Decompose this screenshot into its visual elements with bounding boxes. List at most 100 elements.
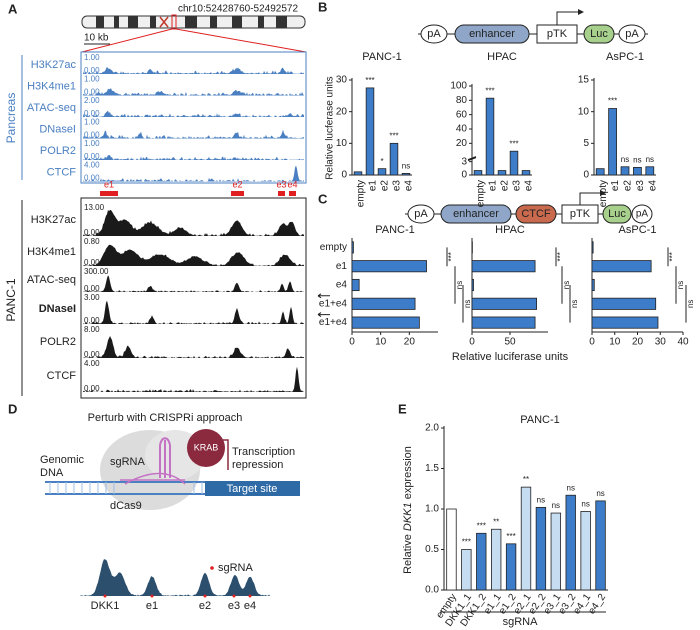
y-tick-label: e1+e4 [319, 298, 348, 309]
track-name: DNaseI [39, 303, 76, 315]
track-signal [83, 155, 304, 160]
sgrna-dot [203, 594, 207, 598]
x-tick-label: e4 [524, 180, 535, 192]
panel-label: B [318, 0, 327, 14]
track-min: 0.00 [84, 131, 100, 140]
bar [461, 549, 472, 591]
significance: *** [608, 97, 617, 106]
bar [645, 166, 655, 176]
y-tick-label: 15 [578, 75, 590, 86]
bar [505, 543, 517, 591]
bar [620, 166, 630, 176]
track-max: 300.00 [84, 267, 109, 276]
locus-title: chr10:52428760-52492572 [178, 4, 299, 15]
x-axis-label: Relative luciferase units [452, 351, 569, 363]
significance: ns [676, 281, 685, 289]
bar [471, 278, 474, 292]
significance: *** [485, 86, 494, 95]
y-tick-label: 30 [336, 75, 348, 86]
construct-label: pA [414, 208, 428, 220]
bar [550, 512, 561, 591]
dna-label: DNA [40, 467, 64, 479]
sgrna-dot [232, 594, 236, 598]
bar [565, 494, 576, 591]
significance: *** [506, 532, 515, 541]
element-label: e2 [232, 179, 242, 189]
y-tick-label: 80 [456, 95, 468, 106]
track-signal [80, 559, 270, 596]
panel-label: D [8, 401, 17, 416]
bar [351, 260, 427, 273]
chart-title: PANC-1 [520, 414, 560, 426]
bar [608, 108, 617, 176]
track-name: CTCF [47, 370, 77, 382]
bar [497, 170, 507, 176]
track-sgrna-label: sgRNA [218, 562, 254, 574]
track-min: 0.00 [84, 350, 100, 359]
x-tick-label: e1 [368, 180, 379, 192]
x-tick-label: 50 [504, 337, 516, 348]
track-name: H3K27ac [31, 59, 77, 71]
y-tick-label: 10 [578, 106, 590, 117]
significance: ns [402, 162, 410, 171]
track-signal [83, 300, 304, 324]
track-max: 1.00 [84, 139, 100, 148]
track-min: 0.00 [84, 228, 100, 237]
krab-label: KRAB [194, 442, 219, 452]
track-label: e3 [228, 600, 240, 612]
bar [401, 173, 411, 176]
chart-title: AsPC-1 [619, 224, 657, 236]
y-tick-label: 20 [456, 138, 468, 149]
track-name: ATAC-seq [27, 102, 76, 114]
bar [365, 87, 375, 176]
significance: *** [447, 252, 456, 261]
y-label-part: expression [402, 446, 414, 502]
construct-c [405, 190, 653, 224]
x-tick-label: 40 [677, 337, 689, 348]
construct-label: Luc [590, 28, 608, 40]
y-tick-label: 0.0 [425, 585, 439, 596]
element-label: e4 [287, 179, 297, 189]
y-tick-label: 0.5 [425, 544, 439, 555]
y-tick-label: 1.5 [425, 463, 439, 474]
sgrna-dot [248, 594, 252, 598]
x-tick-label: e2 [380, 180, 391, 192]
track-min: 0.00 [84, 109, 100, 118]
sgrna-label: sgRNA [110, 456, 146, 468]
x-tick-label: e1 [610, 180, 621, 192]
track-min: 0.00 [84, 384, 100, 393]
bar [633, 166, 642, 176]
x-tick-label: 30 [655, 337, 667, 348]
construct-label: pA [636, 209, 649, 220]
x-tick-label: 0 [469, 337, 475, 348]
track-max: 8.00 [84, 325, 100, 334]
bar [491, 528, 502, 591]
significance: *** [389, 131, 398, 140]
track-min: 0.00 [84, 258, 100, 267]
y-tick-label: 3 [461, 156, 467, 167]
bar [351, 241, 354, 254]
track-min: 0.00 [84, 316, 100, 325]
bar [591, 278, 595, 292]
repression-label: Transcription [232, 446, 295, 458]
significance: *** [668, 252, 677, 261]
group-label: Pancreas [4, 93, 18, 144]
track-max: 3.00 [84, 293, 100, 302]
track-label: e2 [199, 600, 211, 612]
bar [377, 168, 387, 176]
x-tick-label: 0 [349, 337, 355, 348]
bar [591, 316, 659, 329]
significance: ns [567, 483, 575, 492]
significance: ns [621, 155, 629, 164]
significance: *** [556, 252, 565, 261]
track-signal [83, 210, 304, 236]
target-label: Target site [227, 483, 278, 495]
y-tick-label: 5 [583, 138, 589, 149]
y-tick-label: e1 [336, 261, 348, 272]
bar [595, 500, 606, 591]
construct-label: Luc [608, 208, 626, 220]
panel-label: A [8, 1, 18, 16]
diagram-title: Perturb with CRISPRi approach [88, 412, 243, 424]
y-tick-label: 0 [461, 170, 467, 181]
bar [520, 486, 532, 591]
